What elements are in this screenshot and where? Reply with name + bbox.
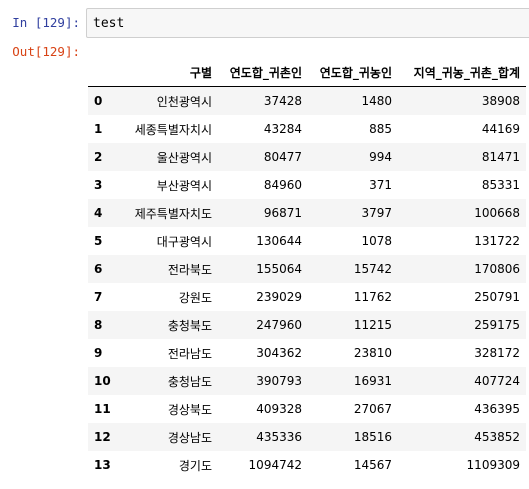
table-cell: 경상북도: [167, 402, 212, 417]
table-cell: 1109309: [466, 458, 520, 472]
table-cell: 994: [369, 150, 392, 164]
table-cell: 16931: [353, 374, 392, 388]
column-header: 연도합_귀촌인: [218, 58, 308, 87]
table-cell: 84960: [263, 178, 302, 192]
table-cell: 3797: [361, 206, 392, 220]
row-index: 6: [94, 262, 103, 276]
table-row: 10 충청남도 390793 16931 407724: [88, 367, 526, 395]
table-cell: 409328: [256, 402, 302, 416]
table-cell: 1078: [361, 234, 392, 248]
table-cell: 강원도: [178, 290, 212, 305]
table-cell: 81471: [481, 150, 520, 164]
column-header: 지역_귀농_귀촌_합계: [398, 58, 526, 87]
row-index: 9: [94, 346, 103, 360]
table-cell: 239029: [256, 290, 302, 304]
table-cell: 100668: [474, 206, 520, 220]
row-index: 7: [94, 290, 103, 304]
table-cell: 38908: [481, 94, 520, 108]
table-cell: 371: [369, 178, 392, 192]
table-cell: 247960: [256, 318, 302, 332]
table-row: 4 제주특별자치도 96871 3797 100668: [88, 199, 526, 227]
code-input-cell[interactable]: test: [86, 8, 529, 38]
table-cell: 885: [369, 122, 392, 136]
table-row: 2 울산광역시 80477 994 81471: [88, 143, 526, 171]
table-cell: 170806: [474, 262, 520, 276]
table-cell: 80477: [263, 150, 302, 164]
table-row: 8 충청북도 247960 11215 259175: [88, 311, 526, 339]
table-row: 7 강원도 239029 11762 250791: [88, 283, 526, 311]
input-prompt: In [129]:: [12, 15, 80, 30]
table-cell: 11762: [353, 290, 392, 304]
table-cell: 37428: [263, 94, 302, 108]
table-row: 13 경기도 1094742 14567 1109309: [88, 451, 526, 479]
table-cell: 인천광역시: [156, 94, 212, 109]
table-row: 9 전라남도 304362 23810 328172: [88, 339, 526, 367]
table-cell: 453852: [474, 430, 520, 444]
table-cell: 407724: [474, 374, 520, 388]
output-prompt: Out[129]:: [12, 44, 80, 59]
row-index: 2: [94, 150, 103, 164]
table-cell: 충청북도: [167, 318, 212, 333]
table-cell: 15742: [353, 262, 392, 276]
table-row: 11 경상북도 409328 27067 436395: [88, 395, 526, 423]
table-cell: 328172: [474, 346, 520, 360]
table-cell: 85331: [481, 178, 520, 192]
code-text[interactable]: test: [93, 16, 125, 31]
table-cell: 259175: [474, 318, 520, 332]
table-cell: 세종특별자치시: [134, 122, 212, 137]
table-cell: 131722: [474, 234, 520, 248]
row-index: 11: [94, 402, 111, 416]
table-cell: 전라북도: [167, 262, 212, 277]
table-cell: 250791: [474, 290, 520, 304]
table-row: 3 부산광역시 84960 371 85331: [88, 171, 526, 199]
table-cell: 경기도: [178, 458, 212, 473]
row-index: 8: [94, 318, 103, 332]
column-header: 구별: [118, 58, 218, 87]
table-cell: 경상남도: [167, 430, 212, 445]
index-header: [88, 58, 118, 87]
table-cell: 96871: [263, 206, 302, 220]
table-cell: 1094742: [248, 458, 302, 472]
row-index: 5: [94, 234, 103, 248]
row-index: 13: [94, 458, 111, 472]
table-cell: 44169: [481, 122, 520, 136]
table-cell: 울산광역시: [156, 150, 212, 165]
table-cell: 11215: [353, 318, 392, 332]
table-cell: 304362: [256, 346, 302, 360]
table-row: 5 대구광역시 130644 1078 131722: [88, 227, 526, 255]
table-row: 12 경상남도 435336 18516 453852: [88, 423, 526, 451]
table-cell: 155064: [256, 262, 302, 276]
row-index: 1: [94, 122, 103, 136]
table-row: 1 세종특별자치시 43284 885 44169: [88, 115, 526, 143]
table-cell: 14567: [353, 458, 392, 472]
table-cell: 23810: [353, 346, 392, 360]
column-header: 연도합_귀농인: [308, 58, 398, 87]
table-row: 6 전라북도 155064 15742 170806: [88, 255, 526, 283]
table-cell: 제주특별자치도: [134, 206, 212, 221]
table-row: 0 인천광역시 37428 1480 38908: [88, 86, 526, 115]
table-cell: 436395: [474, 402, 520, 416]
table-header-row: 구별 연도합_귀촌인 연도합_귀농인 지역_귀농_귀촌_합계: [88, 58, 526, 87]
table-cell: 전라남도: [167, 346, 212, 361]
table-cell: 27067: [353, 402, 392, 416]
table-cell: 130644: [256, 234, 302, 248]
row-index: 10: [94, 374, 111, 388]
table-cell: 390793: [256, 374, 302, 388]
table-cell: 43284: [263, 122, 302, 136]
table-cell: 대구광역시: [156, 234, 212, 249]
table-cell: 충청남도: [167, 374, 212, 389]
table-cell: 18516: [353, 430, 392, 444]
table-cell: 435336: [256, 430, 302, 444]
dataframe-table: 구별 연도합_귀촌인 연도합_귀농인 지역_귀농_귀촌_합계 0 인천광역시 374…: [88, 58, 526, 479]
row-index: 12: [94, 430, 111, 444]
row-index: 0: [94, 94, 103, 108]
row-index: 4: [94, 206, 103, 220]
row-index: 3: [94, 178, 103, 192]
table-cell: 부산광역시: [156, 178, 212, 193]
table-cell: 1480: [361, 94, 392, 108]
